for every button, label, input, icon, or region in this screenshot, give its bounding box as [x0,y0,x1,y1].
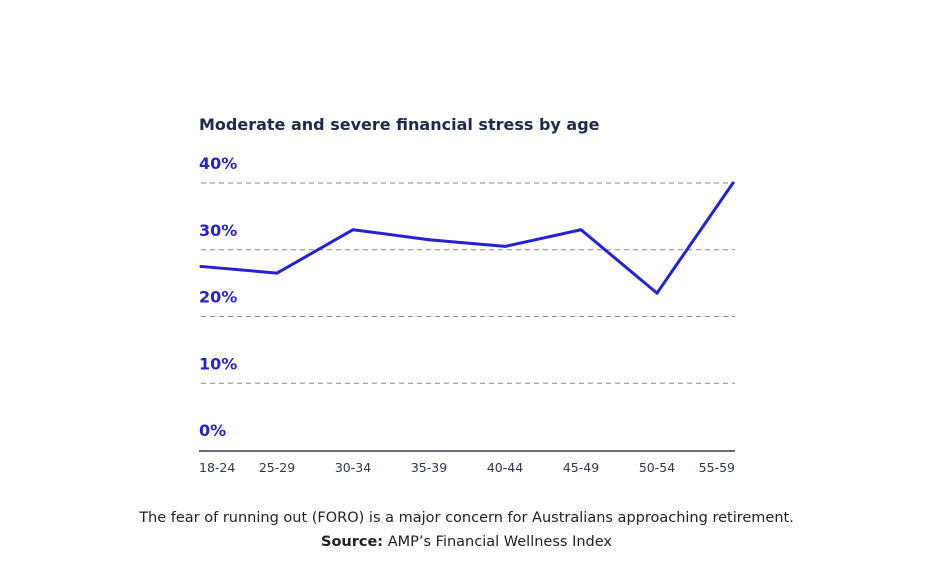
line-chart: Moderate and severe financial stress by … [199,115,735,475]
x-tick-label: 45-49 [563,460,599,475]
data-point [427,238,431,242]
figure-caption: The fear of running out (FORO) is a majo… [139,510,794,526]
data-point [275,271,279,275]
chart-title: Moderate and severe financial stress by … [199,115,600,134]
y-tick-label: 10% [199,354,237,373]
data-point [731,181,735,185]
y-axis-tick-labels: 40% 30% 20% 10% 0% [199,154,237,440]
y-tick-label: 20% [199,288,237,307]
source-label: Source: [321,534,384,550]
x-tick-label: 30-34 [335,460,371,475]
y-tick-label: 0% [199,421,226,440]
data-point [503,244,507,248]
y-tick-label: 30% [199,221,237,240]
series-line [200,182,735,295]
x-tick-label: 18-24 [199,460,235,475]
x-tick-label: 55-59 [699,460,735,475]
data-point [579,228,583,232]
source-text: AMP’s Financial Wellness Index [387,534,612,550]
x-tick-label: 40-44 [487,460,523,475]
data-point [351,228,355,232]
x-tick-label: 25-29 [259,460,295,475]
x-tick-label: 35-39 [411,460,447,475]
data-point [199,264,203,268]
data-points [199,181,735,295]
data-point [655,291,659,295]
grid-lines [201,182,735,384]
source-line: Source: AMP’s Financial Wellness Index [0,534,933,550]
y-tick-label: 40% [199,154,237,173]
x-tick-label: 50-54 [639,460,675,475]
x-axis-tick-labels: 18-24 25-29 30-34 35-39 40-44 45-49 50-54 55-59 [199,460,735,475]
